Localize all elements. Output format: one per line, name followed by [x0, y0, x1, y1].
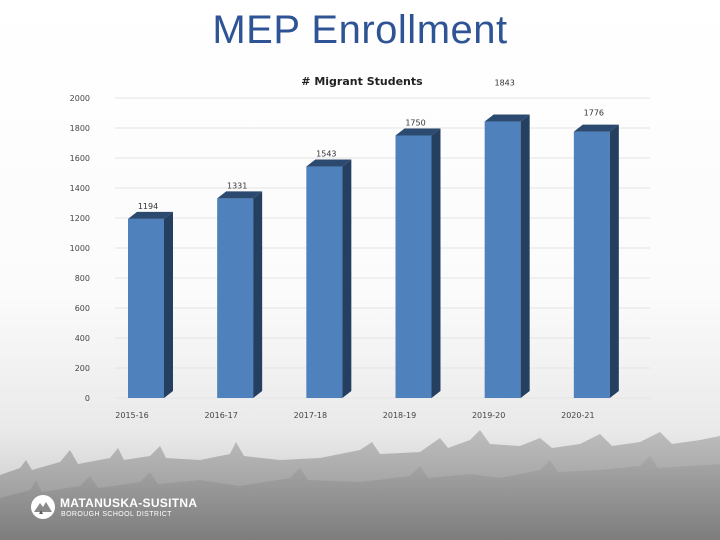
district-logo: MATANUSKA-SUSITNA BOROUGH SCHOOL DISTRIC…: [30, 494, 220, 524]
bar-side: [520, 114, 530, 399]
y-axis-ticks: 0 200 400 600 800 1000 1200 1400 1600 1800 2000: [70, 94, 90, 403]
bar-front: [484, 121, 521, 399]
x-tick-label: 2016-17: [204, 411, 237, 420]
logo-line1: MATANUSKA-SUSITNA: [60, 496, 198, 510]
bar: [395, 128, 441, 398]
bar-side: [431, 128, 441, 398]
bar-chart: # Migrant Students 0 200 400 600 800 1000 1200…: [70, 75, 650, 420]
y-tick-label: 800: [75, 274, 90, 283]
y-tick-label: 1200: [70, 214, 90, 223]
y-tick-label: 1400: [70, 184, 90, 193]
bar-top: [395, 128, 441, 136]
y-tick-label: 2000: [70, 94, 90, 103]
bar: [217, 191, 263, 398]
y-tick-label: 400: [75, 334, 90, 343]
data-label: 1543: [316, 150, 336, 159]
y-tick-label: 1000: [70, 244, 90, 253]
bar-front: [395, 135, 432, 398]
bar-top: [306, 159, 352, 167]
data-labels: 1194 1331 1543 1750 1843 1776: [138, 79, 604, 211]
slide-title: MEP Enrollment: [212, 8, 508, 52]
y-tick-label: 1800: [70, 124, 90, 133]
data-label: 1194: [138, 202, 158, 211]
gridlines: [115, 97, 650, 399]
x-tick-label: 2018-19: [383, 411, 416, 420]
bar-front: [128, 218, 164, 398]
data-label: 1843: [494, 79, 514, 88]
bar-side: [609, 124, 619, 398]
y-tick-label: 0: [85, 394, 90, 403]
bar-side: [164, 211, 173, 398]
y-tick-label: 600: [75, 304, 90, 313]
bar-front: [217, 198, 254, 398]
data-label: 1776: [584, 109, 604, 118]
bar-front: [306, 166, 343, 398]
bar-side: [342, 159, 352, 398]
bar-front: [573, 131, 610, 398]
bar: [484, 114, 530, 399]
logo-line2: BOROUGH SCHOOL DISTRICT: [61, 511, 172, 518]
bar-top: [128, 211, 173, 219]
mountain-seal-icon: [31, 495, 55, 519]
y-tick-label: 200: [75, 364, 90, 373]
bar: [573, 124, 619, 398]
bar-top: [217, 191, 263, 199]
x-tick-label: 2017-18: [294, 411, 327, 420]
bar: [306, 159, 352, 398]
bar-side: [253, 191, 263, 398]
bar-top: [573, 124, 619, 132]
mountain-landscape: [0, 430, 720, 540]
chart-title: # Migrant Students: [301, 75, 423, 88]
y-tick-label: 1600: [70, 154, 90, 163]
data-label: 1331: [227, 181, 247, 190]
bar-top: [484, 114, 530, 122]
data-label: 1750: [405, 119, 425, 128]
x-tick-label: 2020-21: [561, 411, 594, 420]
bar: [128, 211, 173, 398]
x-axis-ticks: 2015-16 2016-17 2017-18 2018-19 2019-20 2020-…: [115, 411, 594, 420]
bars: [128, 114, 619, 399]
x-tick-label: 2015-16: [115, 411, 148, 420]
x-tick-label: 2019-20: [472, 411, 505, 420]
